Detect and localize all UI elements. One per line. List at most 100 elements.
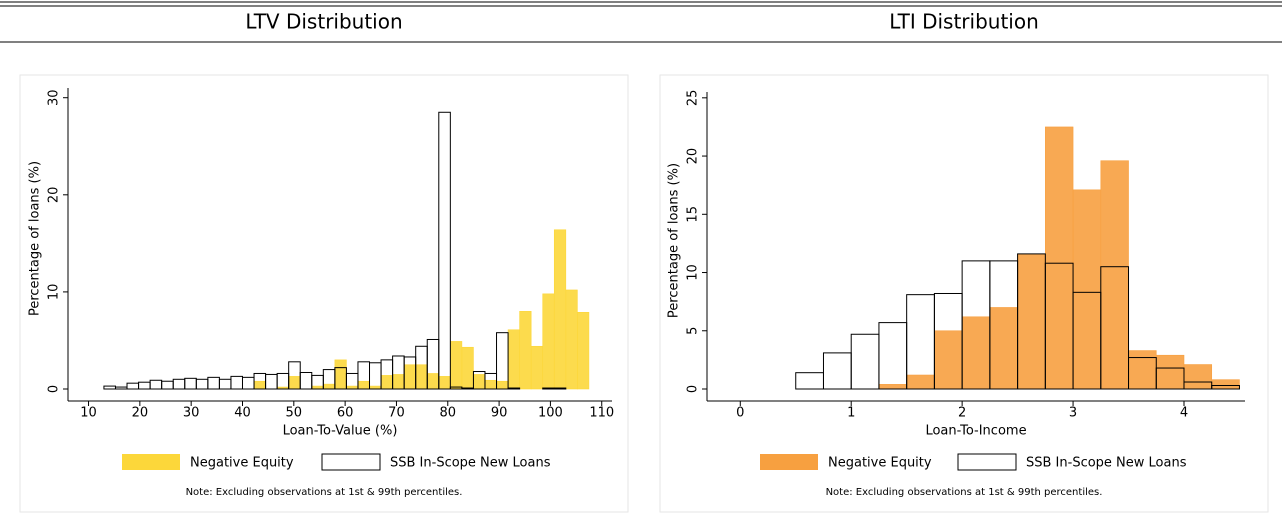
bar [878,384,907,390]
legend-swatch [957,453,1017,471]
y-tick-label: 5 [686,327,701,335]
bar [230,375,243,390]
bar [473,374,486,390]
bar [103,385,116,390]
x-tick-label: 2 [958,406,966,421]
bar [369,362,382,390]
bar [1128,350,1157,390]
bar [565,289,578,390]
legend-label: Negative Equity [828,456,932,471]
bar [1045,126,1074,390]
bar [392,374,405,390]
bar [507,387,521,390]
bar [195,378,209,390]
bar [288,376,301,390]
x-axis-label: Loan-To-Income [925,424,1026,439]
x-tick-label: 40 [234,406,251,421]
bar [1017,253,1046,390]
legend-swatch [760,454,818,470]
x-tick-label: 50 [286,406,303,421]
bar [161,380,174,390]
bar [934,330,963,390]
x-tick-label: 90 [491,406,508,421]
y-axis-label: Percentage of loans (%) [28,161,43,316]
bar [426,373,440,390]
x-tick-label: 4 [1180,406,1188,421]
note: Note: Excluding observations at 1st & 99… [826,487,1103,498]
x-tick-label: 20 [132,406,149,421]
panel [659,74,1269,513]
bar [184,377,197,390]
legend-label: Negative Equity [190,456,294,471]
x-tick-label: 30 [183,406,200,421]
legend-swatch [122,454,180,470]
y-tick-label: 10 [686,264,701,281]
bar [1211,379,1240,390]
bar [989,307,1018,390]
y-tick-label: 25 [686,90,701,107]
panel [19,74,629,513]
bar [878,322,908,390]
bar [114,386,128,390]
legend-swatch [321,453,381,471]
x-axis-label: Loan-To-Value (%) [283,424,398,439]
bar [961,316,991,390]
x-tick-label: 0 [736,406,744,421]
bar [253,380,266,390]
bar [138,381,151,390]
panel-title: LTI Distribution [889,10,1039,34]
y-tick-label: 30 [47,89,62,106]
bar [415,364,428,390]
y-tick-label: 0 [686,385,701,393]
y-tick-label: 0 [47,385,62,393]
bar [542,293,555,390]
bar [530,345,544,390]
bar [461,387,474,390]
legend-label: SSB In-Scope New Loans [1026,456,1187,471]
bar [218,378,232,390]
bar [265,373,278,390]
bar [1211,385,1240,390]
bar [357,380,370,390]
x-tick-label: 60 [337,406,354,421]
bar [126,382,140,390]
legend-label: SSB In-Scope New Loans [390,456,551,471]
bar [553,229,567,390]
bar [438,111,451,390]
y-axis-label: Percentage of loans (%) [667,163,682,318]
bar [1072,189,1102,390]
bar [172,378,186,390]
bar [553,387,567,390]
bar [207,376,220,390]
bar [1100,160,1129,390]
bar [542,387,555,390]
x-tick-label: 70 [388,406,405,421]
panel-title: LTV Distribution [245,10,402,34]
bar [323,383,336,390]
x-tick-label: 3 [1069,406,1077,421]
x-tick-label: 80 [440,406,457,421]
bar [850,333,880,390]
y-tick-label: 15 [686,206,701,223]
bar [438,376,451,390]
bar [822,352,852,390]
bar [149,379,163,390]
bar [1100,266,1130,390]
bar [496,380,509,390]
bar [380,375,393,390]
bar [334,359,347,390]
x-tick-label: 10 [80,406,97,421]
note: Note: Excluding observations at 1st & 99… [186,487,463,498]
bar [795,372,824,390]
bar [1155,354,1185,390]
x-tick-label: 1 [847,406,855,421]
x-tick-label: 100 [538,406,563,421]
bar [1183,364,1213,390]
bar [519,311,532,390]
bar [299,371,313,390]
bar [276,372,290,390]
bar [1155,367,1185,390]
bar [484,379,497,390]
y-tick-label: 20 [686,148,701,165]
bar [507,329,520,390]
